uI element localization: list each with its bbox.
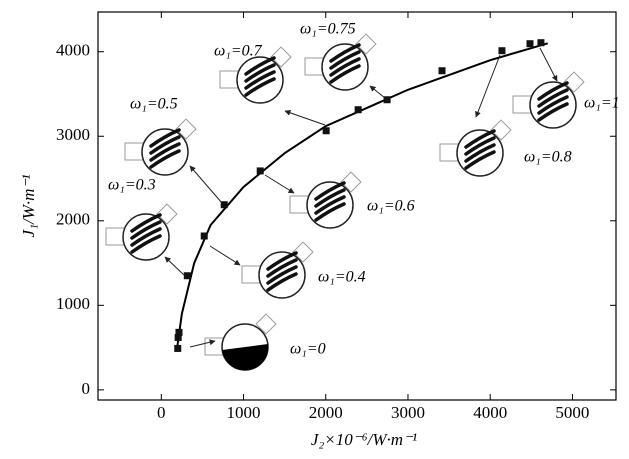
annotation: ω₁=1 [584,95,620,112]
data-point [183,272,191,280]
icon-blade [130,220,162,240]
icon [105,203,178,261]
icon-blade [266,265,298,285]
icon [439,119,512,177]
data-point [526,40,534,48]
icon-blade [464,136,496,156]
annotation: ω₁=0.8 [524,149,572,166]
plot-frame [97,11,617,401]
fit-curve [175,42,549,350]
data-point [220,201,228,209]
icon-blade [329,50,361,70]
icon-blade [464,129,496,149]
arrow [164,256,185,276]
icon-blade [244,63,276,83]
icon-blade [266,258,298,278]
arrow [539,47,558,82]
icon-blade [464,143,496,163]
arrow [475,54,501,118]
x-tick-label: 5000 [555,403,589,422]
y-tick-label: 3000 [56,125,90,144]
annotation: ω₁=0.75 [300,21,356,38]
data-point [256,167,264,175]
icon-blade [537,102,569,122]
icon-blade [266,251,298,271]
icon-blade [149,142,181,162]
data-point [174,333,182,341]
data-point [174,344,182,352]
icon-blade [314,202,346,222]
annotation: ω₁=0.4 [318,269,366,286]
annotation: ω₁=0.6 [367,198,415,215]
data-point [438,67,446,75]
icon-diamond [563,71,585,93]
x-tick-label: 0 [157,403,166,422]
y-tick-label: 1000 [56,294,90,313]
data-point [354,106,362,114]
icon-blade [244,77,276,97]
icon-blade [329,64,361,84]
x-axis-label: J₂×10⁻⁶/W·m⁻¹ [311,430,417,449]
x-tick-label: 2000 [309,403,343,422]
icon-blade [464,150,496,170]
data-point [322,127,330,135]
icon-blade [314,188,346,208]
data-point [383,96,391,104]
annotation: ω₁=0.5 [130,96,178,113]
icon [241,241,314,299]
x-tick-label: 3000 [391,403,425,422]
icon-diamond [292,241,314,263]
icon-blade [149,149,181,169]
annotation: ω₁=0 [290,341,326,358]
icon-blade [244,70,276,90]
icon [219,46,292,104]
icon-blade [130,234,162,254]
arrow [284,109,326,126]
arrow [264,174,295,194]
y-tick-label: 0 [82,379,91,398]
arrow [209,245,241,266]
icon-diamond [340,171,362,193]
annotation: ω₁=0.7 [214,43,263,60]
icon-blade [314,195,346,215]
icon-diamond [355,33,377,55]
icon-blade [314,181,346,201]
y-axis-label: J₁/W·m⁻¹ [19,175,38,238]
icon-blade [130,213,162,233]
icon [512,71,585,129]
icon-diamond [270,46,292,68]
icon-blade [244,56,276,76]
icon-blade [537,88,569,108]
y-tick-label: 4000 [56,41,90,60]
icon [204,313,277,371]
icon-blade [149,135,181,155]
icon-diamond [255,313,277,335]
arrow [189,165,223,204]
annotation: ω₁=0.3 [108,177,156,194]
data-point [200,232,208,240]
data-point [175,328,183,336]
arrow [189,339,216,348]
icon-blade [329,43,361,63]
data-point [537,39,545,47]
icon [289,171,362,229]
icon-diamond [490,119,512,141]
icon-blade [266,272,298,292]
icon-diamond [175,118,197,140]
icon-diamond [156,203,178,225]
icon [304,33,377,91]
icon-blade [149,128,181,148]
icon-blade [329,57,361,77]
x-tick-label: 1000 [227,403,261,422]
icon [124,118,197,176]
icon-half [222,344,269,371]
arrow [369,85,386,99]
icon-blade [537,81,569,101]
x-tick-label: 4000 [473,403,507,422]
y-tick-label: 2000 [56,210,90,229]
data-point [498,47,506,55]
icon-blade [537,95,569,115]
icon-blade [130,227,162,247]
